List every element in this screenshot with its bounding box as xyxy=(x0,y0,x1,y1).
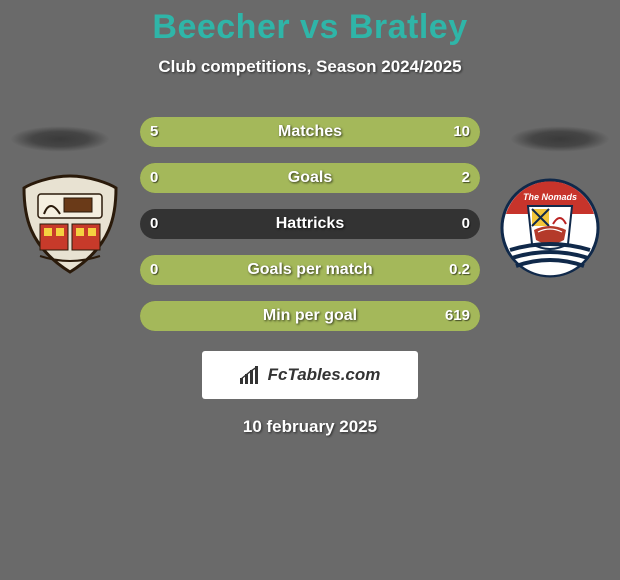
date-label: 10 february 2025 xyxy=(0,417,620,437)
brand-text: FcTables.com xyxy=(268,365,381,385)
brand-box: FcTables.com xyxy=(202,351,418,399)
crest-left xyxy=(20,174,120,274)
stat-label: Goals per match xyxy=(140,255,480,285)
stat-label: Min per goal xyxy=(140,301,480,331)
page-title: Beecher vs Bratley xyxy=(0,0,620,47)
svg-text:The Nomads: The Nomads xyxy=(523,192,577,202)
stat-row: 02Goals xyxy=(140,163,480,193)
title-player-left: Beecher xyxy=(152,8,290,46)
bar-chart-icon xyxy=(240,366,262,384)
stat-row: 00Hattricks xyxy=(140,209,480,239)
subtitle: Club competitions, Season 2024/2025 xyxy=(0,57,620,77)
stat-label: Hattricks xyxy=(140,209,480,239)
title-player-right: Bratley xyxy=(349,8,468,46)
crest-shadow-left xyxy=(10,126,110,152)
stat-row: 00.2Goals per match xyxy=(140,255,480,285)
crest-right: The Nomads xyxy=(500,178,600,278)
stat-row: 619Min per goal xyxy=(140,301,480,331)
stat-row: 510Matches xyxy=(140,117,480,147)
crest-shadow-right xyxy=(510,126,610,152)
title-vs: vs xyxy=(300,8,339,46)
stat-label: Matches xyxy=(140,117,480,147)
stat-label: Goals xyxy=(140,163,480,193)
comparison-bars: 510Matches 02Goals 00Hattricks 00.2Goals pe… xyxy=(140,117,480,331)
